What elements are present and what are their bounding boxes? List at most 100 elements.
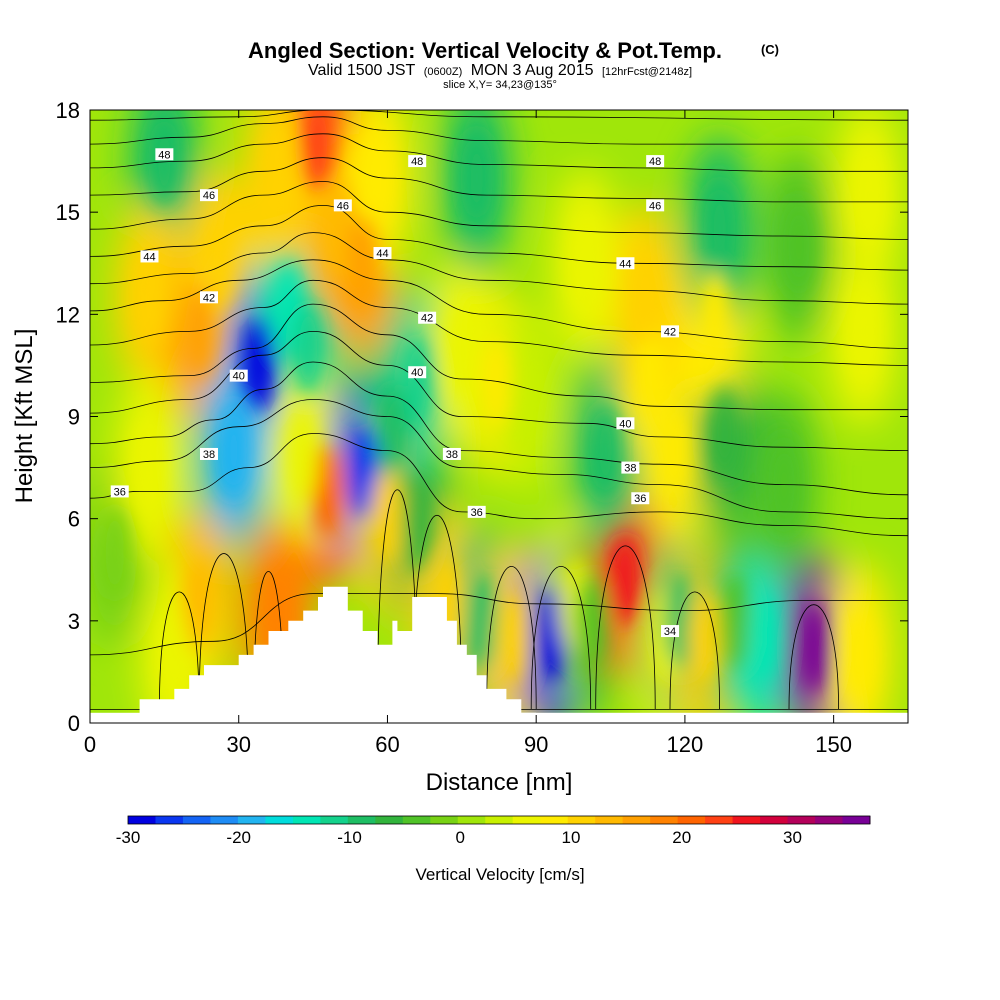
colorbar-swatch <box>540 816 569 824</box>
isentrope-37 <box>90 399 908 520</box>
contour-label: 38 <box>621 461 640 475</box>
velocity-core <box>659 402 691 499</box>
y-axis-label: Height [Kft MSL] <box>11 329 38 504</box>
contour-label-text: 48 <box>158 149 170 161</box>
isentrope-42 <box>90 259 908 349</box>
contour-label: 44 <box>373 247 392 260</box>
forecast-info: [12hrFcst@2148z] <box>602 66 692 78</box>
velocity-core <box>158 607 191 703</box>
y-tick-label: 3 <box>68 609 80 634</box>
colorbar-swatch <box>567 816 596 824</box>
colorbar-swatch <box>760 816 789 824</box>
contour-label-box <box>199 189 218 202</box>
contour-label-box <box>155 148 174 161</box>
velocity-core <box>748 590 781 686</box>
contour-label-text: 48 <box>649 156 661 168</box>
velocity-core <box>376 385 409 482</box>
contour-label-box <box>646 199 665 212</box>
contour-label-box <box>140 250 159 263</box>
contour-label-text: 42 <box>421 313 433 325</box>
velocity-core <box>183 556 215 652</box>
contour-label: 46 <box>333 199 352 212</box>
contour-label-box <box>199 291 218 304</box>
x-tick-label: 0 <box>84 732 96 757</box>
contour-label-text: 36 <box>634 493 646 505</box>
isentrope-44 <box>90 204 908 271</box>
contour-label: 38 <box>442 447 461 461</box>
colorbar-frame <box>127 815 871 825</box>
contour-label: 40 <box>616 417 635 430</box>
colorbar-tick-label: 30 <box>783 828 802 847</box>
contour-label-text: 40 <box>411 367 423 379</box>
isentrope-43 <box>90 232 908 305</box>
colorbar-swatch <box>842 816 871 824</box>
velocity-core <box>842 607 875 703</box>
contour-label-text: 44 <box>143 251 155 263</box>
y-tick-label: 9 <box>68 405 80 430</box>
contour-label-text: 42 <box>203 292 215 304</box>
colorbar-swatch <box>650 816 679 824</box>
copyright-mark: (C) <box>761 42 779 57</box>
contour-label-text: 36 <box>114 486 126 498</box>
isentrope-48 <box>90 116 908 145</box>
colorbar-swatch <box>182 816 211 824</box>
colorbar-swatch <box>787 816 816 824</box>
contour-label-box <box>646 155 665 168</box>
contour-label-box <box>661 625 680 638</box>
contour-label-box <box>373 247 392 260</box>
colorbar: -30 -20 -10 0 10 20 30 <box>116 815 871 847</box>
contour-label-text: 40 <box>233 371 245 383</box>
y-tick-label: 6 <box>68 507 80 532</box>
contour-label-text: 38 <box>446 449 458 461</box>
x-tick-label: 60 <box>375 732 399 757</box>
colorbar-swatch <box>155 816 184 824</box>
contour-label: 40 <box>408 366 427 379</box>
velocity-core <box>510 351 543 448</box>
velocity-core <box>609 532 642 628</box>
isentrope-35 <box>90 593 908 656</box>
velocity-core <box>589 402 622 499</box>
y-tick-label: 15 <box>56 200 80 225</box>
colorbar-swatch <box>430 816 459 824</box>
contour-label-box <box>661 325 680 338</box>
velocity-core <box>133 419 166 516</box>
contour-label-text: 38 <box>624 463 636 475</box>
velocity-core <box>460 130 493 226</box>
isentrope-38 <box>90 361 908 496</box>
colorbar-swatch <box>457 816 486 824</box>
contour-label: 38 <box>199 447 218 461</box>
valid-prefix: Valid 1500 JST <box>308 62 416 79</box>
contour-label-box <box>467 505 486 518</box>
colorbar-swatch <box>292 816 321 824</box>
velocity-core <box>287 409 320 506</box>
velocity-core <box>480 334 513 431</box>
colorbar-tick-label: -10 <box>337 828 362 847</box>
contour-label: 36 <box>110 485 129 498</box>
contour-label-box <box>408 366 427 379</box>
contour-label-box <box>621 461 640 474</box>
contour-label-text: 40 <box>619 418 631 430</box>
valid-zulu: (0600Z) <box>424 66 463 78</box>
colorbar-swatch <box>128 816 156 824</box>
contour-label: 44 <box>140 250 159 263</box>
colorbar-swatch <box>210 816 239 824</box>
velocity-core <box>664 573 696 669</box>
contour-label-text: 48 <box>411 156 423 168</box>
contour-label: 44 <box>616 257 635 270</box>
contour-label: 48 <box>155 148 174 161</box>
velocity-core <box>718 573 751 669</box>
contour-label-box <box>199 447 218 460</box>
colorbar-swatch <box>595 816 624 824</box>
velocity-core <box>361 130 394 226</box>
colorbar-swatch <box>732 816 761 824</box>
velocity-core <box>495 590 528 686</box>
velocity-core <box>574 573 607 669</box>
contour-label-box <box>229 369 248 382</box>
contour-label-text: 44 <box>619 258 631 270</box>
y-tick-label: 18 <box>56 98 80 123</box>
contour-label: 36 <box>631 492 650 505</box>
velocity-core <box>302 110 334 192</box>
velocity-core <box>698 266 731 363</box>
contour-label: 36 <box>467 505 486 519</box>
